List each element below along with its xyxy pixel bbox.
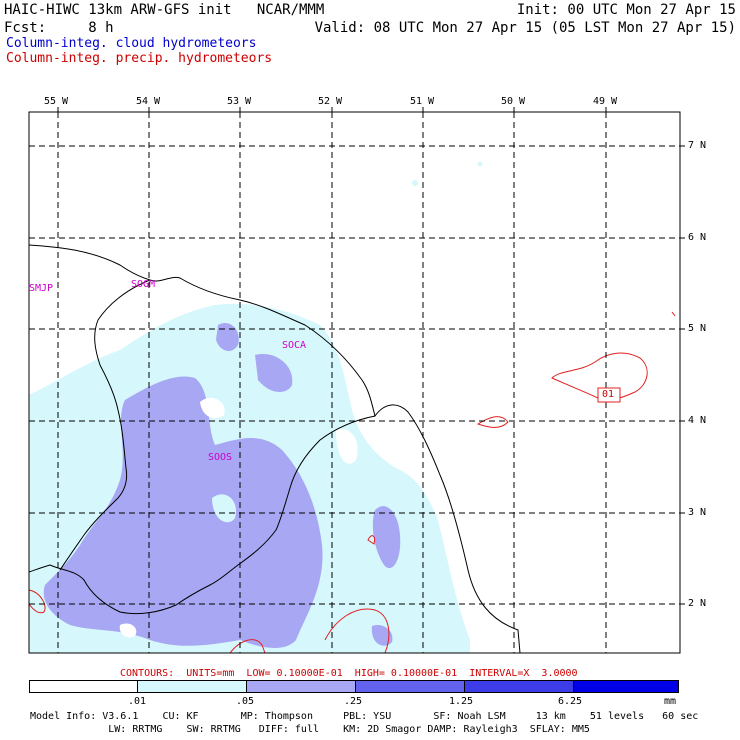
cloud-field-medium: [43, 322, 401, 648]
lat-label: 4 N: [688, 415, 707, 426]
colorbar-bin-medium: [247, 681, 356, 692]
colorbar-bin-darkest: [574, 681, 678, 692]
model-info-line2: LW: RRTMG SW: RRTMG DIFF: full KM: 2D Sm…: [30, 724, 590, 735]
legend-cloud-hydrometeors: Column-integ. cloud hydrometeors: [6, 36, 257, 51]
country-border: [59, 279, 151, 571]
station-label: SOCA: [282, 340, 307, 351]
station-label: SMJP: [29, 283, 54, 294]
station-label: SOGM: [131, 279, 156, 290]
header-valid-time: Valid: 08 UTC Mon 27 Apr 15 (05 LST Mon …: [314, 20, 736, 36]
header-forecast-hour: Fcst: 8 h: [4, 20, 114, 36]
contours-info: CONTOURS: UNITS=mm LOW= 0.10000E-01 HIGH…: [120, 668, 578, 679]
header-title: HAIC-HIWC 13km ARW-GFS init NCAR/MMM: [4, 2, 325, 18]
colorbar-tick: .01: [128, 696, 147, 707]
colorbar-tick: 6.25: [558, 696, 583, 707]
lon-label: 52 W: [318, 96, 343, 107]
lat-lon-grid: [29, 112, 680, 653]
legend-precip-hydrometeors: Column-integ. precip. hydrometeors: [6, 51, 273, 66]
lon-label: 49 W: [593, 96, 618, 107]
lat-label: 5 N: [688, 323, 707, 334]
colorbar-bin-dark: [356, 681, 465, 692]
lon-label: 54 W: [136, 96, 161, 107]
lat-label: 7 N: [688, 140, 707, 151]
lon-label: 50 W: [501, 96, 526, 107]
cloud-field-light: [29, 161, 483, 653]
header-init-time: Init: 00 UTC Mon 27 Apr 15: [516, 2, 736, 18]
lat-label: 2 N: [688, 598, 707, 609]
coastline: [29, 244, 521, 653]
lon-label: 51 W: [410, 96, 435, 107]
contour-label: 01: [602, 389, 615, 400]
colorbar-tick: 1.25: [449, 696, 474, 707]
colorbar-tick: .05: [236, 696, 255, 707]
station-label: SOOS: [208, 452, 233, 463]
lon-label: 53 W: [227, 96, 252, 107]
colorbar-bin-light: [138, 681, 247, 692]
colorbar-tick: .25: [344, 696, 363, 707]
colorbar-bin-white: [30, 681, 138, 692]
colorbar: [29, 680, 679, 693]
lat-label: 6 N: [688, 232, 707, 243]
map-frame: [28, 111, 681, 654]
country-border: [29, 415, 376, 615]
model-info-line1: Model Info: V3.6.1 CU: KF MP: Thompson P…: [30, 711, 699, 722]
precip-contour: [29, 311, 676, 653]
lat-label: 3 N: [688, 507, 707, 518]
colorbar-units: mm: [664, 696, 677, 707]
axis-ticks: [57, 107, 685, 605]
colorbar-bin-darker: [465, 681, 574, 692]
lon-label: 55 W: [44, 96, 69, 107]
